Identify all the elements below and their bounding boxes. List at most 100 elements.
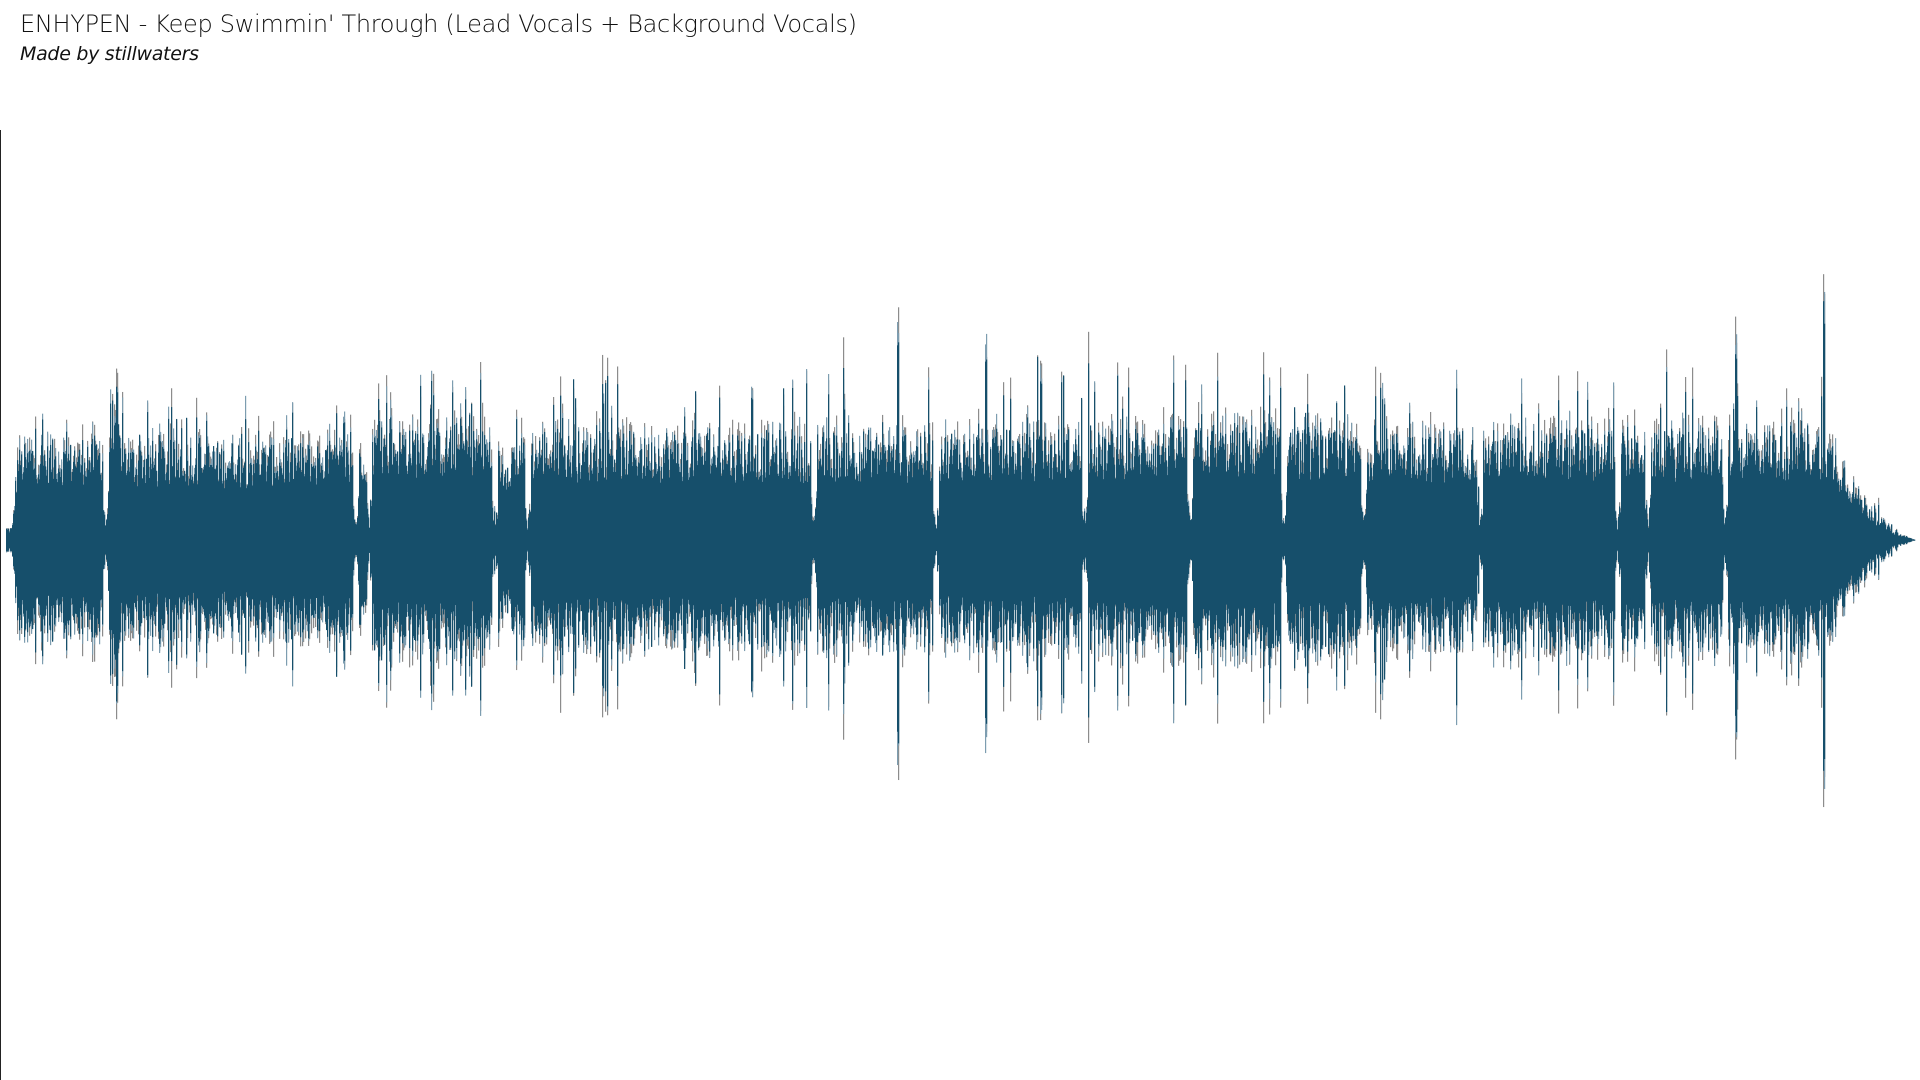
waveform-sample: [570, 462, 572, 626]
waveform-sample: [627, 474, 629, 605]
waveform-sample: [854, 467, 856, 612]
waveform-sample: [968, 466, 970, 611]
waveform-sample: [408, 461, 410, 617]
waveform-sample: [828, 394, 830, 685]
waveform-sample: [1114, 464, 1116, 619]
waveform-sample: [959, 454, 961, 625]
waveform-sample: [125, 453, 127, 621]
waveform-sample: [853, 453, 855, 624]
waveform-sample: [826, 438, 828, 651]
waveform-sample: [851, 463, 853, 615]
waveform-sample: [300, 443, 302, 638]
waveform-sample: [860, 481, 862, 600]
waveform-sample: [106, 520, 108, 560]
waveform-sample: [181, 428, 183, 642]
waveform-sample: [1124, 479, 1126, 603]
waveform-sample: [879, 464, 881, 610]
waveform-sample: [470, 457, 472, 627]
waveform-sample: [719, 397, 721, 695]
waveform-sample: [663, 448, 665, 634]
waveform-sample: [535, 453, 537, 630]
waveform-sample: [1012, 446, 1014, 638]
waveform-sample: [963, 444, 965, 635]
waveform-sample: [524, 458, 526, 626]
waveform-sample: [742, 474, 744, 607]
waveform-sample: [351, 466, 353, 618]
waveform-sample: [1011, 456, 1013, 621]
waveform-sample: [1078, 435, 1080, 647]
waveform-sample: [1126, 429, 1128, 643]
waveform-sample: [73, 461, 75, 618]
waveform-sample: [630, 449, 632, 637]
waveform-sample: [423, 443, 425, 635]
waveform-sample: [267, 465, 269, 613]
waveform-sample: [515, 474, 517, 607]
waveform-sample: [585, 450, 587, 638]
waveform-sample: [273, 445, 275, 634]
waveform-sample: [554, 471, 556, 614]
waveform-sample: [776, 445, 778, 628]
waveform-sample: [1070, 470, 1072, 609]
waveform-sample: [725, 454, 727, 625]
waveform-sample: [769, 474, 771, 607]
waveform-sample: [694, 429, 696, 653]
waveform-sample: [17, 460, 19, 621]
waveform-sample: [1073, 451, 1075, 626]
waveform-sample: [642, 478, 644, 605]
waveform-sample: [700, 446, 702, 637]
waveform-sample: [82, 440, 84, 635]
waveform-sample: [46, 475, 48, 606]
waveform-sample: [817, 434, 819, 642]
waveform-sample: [213, 446, 215, 634]
waveform-sample: [745, 459, 747, 619]
waveform-sample: [795, 471, 797, 606]
waveform-sample: [833, 432, 835, 646]
waveform-sample: [127, 470, 129, 608]
waveform-sample: [41, 445, 43, 632]
waveform-sample: [873, 451, 875, 629]
waveform-sample: [1083, 520, 1085, 560]
waveform-sample: [652, 477, 654, 600]
waveform-sample: [293, 478, 295, 597]
waveform-sample: [102, 461, 104, 625]
waveform-sample: [964, 442, 966, 640]
waveform-sample: [151, 469, 153, 616]
waveform-sample: [798, 476, 800, 602]
waveform-sample: [755, 454, 757, 624]
waveform-sample: [575, 398, 577, 669]
waveform-sample: [454, 424, 456, 652]
waveform-sample: [236, 482, 238, 598]
waveform-sample: [492, 507, 494, 575]
waveform-sample: [773, 454, 775, 623]
waveform-sample: [1036, 439, 1038, 649]
waveform-sample: [783, 388, 785, 681]
waveform-sample: [1113, 457, 1115, 630]
waveform-sample: [944, 453, 946, 629]
waveform-sample: [91, 444, 93, 632]
waveform-sample: [930, 480, 932, 600]
waveform-sample: [166, 472, 168, 608]
waveform-sample: [1000, 445, 1002, 628]
waveform-sample: [600, 448, 602, 640]
waveform-sample: [913, 457, 915, 619]
waveform-sample: [915, 461, 917, 615]
waveform-sample: [337, 455, 339, 622]
waveform-sample: [344, 422, 346, 661]
waveform-sample: [137, 486, 139, 596]
y-axis-line: [0, 130, 1, 1080]
waveform-sample: [673, 459, 675, 620]
waveform-sample: [1145, 453, 1147, 629]
waveform-sample: [905, 434, 907, 638]
waveform-sample: [218, 481, 220, 599]
waveform-sample: [152, 440, 154, 638]
waveform-sample: [164, 458, 166, 624]
waveform-sample: [530, 512, 532, 566]
waveform-sample: [807, 482, 809, 599]
waveform-sample: [845, 476, 847, 603]
waveform-sample: [513, 452, 515, 630]
waveform-sample: [298, 450, 300, 623]
waveform-sample: [1035, 464, 1037, 615]
waveform-sample: [335, 458, 337, 619]
waveform-sample: [511, 463, 513, 618]
waveform-sample: [886, 471, 888, 615]
